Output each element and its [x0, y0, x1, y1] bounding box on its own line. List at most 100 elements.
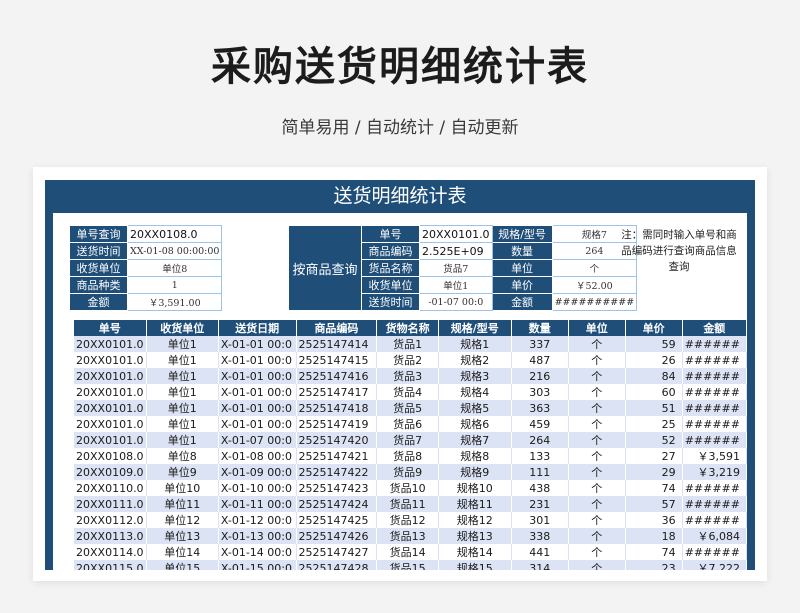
product-query-input[interactable]: 20XX0101.0	[419, 225, 493, 243]
table-cell[interactable]: 20XX0101.0	[74, 336, 147, 352]
column-header[interactable]: 送货日期	[218, 320, 297, 336]
table-cell[interactable]: 59	[625, 336, 683, 352]
order-number-input[interactable]: 20XX0108.0	[126, 225, 223, 243]
column-header[interactable]: 商品编码	[296, 320, 378, 336]
table-cell[interactable]: 231	[511, 496, 569, 512]
table-cell[interactable]: X-01-12 00:0	[218, 512, 297, 528]
table-cell[interactable]: 货品11	[376, 496, 439, 512]
table-cell[interactable]: 23	[625, 560, 683, 570]
table-cell[interactable]: ######	[682, 352, 748, 368]
table-cell[interactable]: 货品4	[376, 384, 439, 400]
table-row[interactable]: 20XX0101.0 单位1 X-01-07 00:0 2525147420 货品7 规格…	[74, 432, 748, 448]
table-cell[interactable]: X-01-09 00:0	[218, 464, 297, 480]
table-cell[interactable]: 单位14	[146, 544, 219, 560]
table-cell[interactable]: 133	[511, 448, 569, 464]
table-cell[interactable]: 20XX0101.0	[74, 416, 147, 432]
table-row[interactable]: 20XX0101.0 单位1 X-01-01 00:0 2525147419 货品6 规格…	[74, 416, 748, 432]
table-cell[interactable]: X-01-01 00:0	[218, 352, 297, 368]
table-cell[interactable]: ￥3,591	[682, 448, 748, 464]
table-cell[interactable]: 货品6	[376, 416, 439, 432]
table-cell[interactable]: X-01-11 00:0	[218, 496, 297, 512]
table-cell[interactable]: 货品8	[376, 448, 439, 464]
table-row[interactable]: 20XX0109.0 单位9 X-01-09 00:0 2525147422 货品9 规格…	[74, 464, 748, 480]
table-cell[interactable]: 规格11	[438, 496, 512, 512]
table-cell[interactable]: 74	[625, 480, 683, 496]
table-cell[interactable]: 个	[568, 368, 626, 384]
table-cell[interactable]: 27	[625, 448, 683, 464]
table-cell[interactable]: ######	[682, 384, 748, 400]
table-cell[interactable]: 363	[511, 400, 569, 416]
table-cell[interactable]: 货品15	[376, 560, 439, 570]
column-header[interactable]: 货物名称	[376, 320, 439, 336]
table-cell[interactable]: 个	[568, 560, 626, 570]
table-cell[interactable]: 301	[511, 512, 569, 528]
table-cell[interactable]: 20XX0109.0	[74, 464, 147, 480]
table-row[interactable]: 20XX0110.0 单位10 X-01-10 00:0 2525147423 货品10…	[74, 480, 748, 496]
table-cell[interactable]: 2525147415	[296, 352, 378, 368]
table-cell[interactable]: X-01-01 00:0	[218, 368, 297, 384]
table-cell[interactable]: 规格4	[438, 384, 512, 400]
table-cell[interactable]: 货品13	[376, 528, 439, 544]
table-cell[interactable]: 单位8	[146, 448, 219, 464]
table-cell[interactable]: 2525147414	[296, 336, 378, 352]
table-cell[interactable]: 规格7	[438, 432, 512, 448]
table-cell[interactable]: 20XX0114.0	[74, 544, 147, 560]
table-cell[interactable]: 单位1	[146, 384, 219, 400]
table-cell[interactable]: 20XX0101.0	[74, 432, 147, 448]
table-cell[interactable]: ######	[682, 512, 748, 528]
table-cell[interactable]: 20XX0101.0	[74, 400, 147, 416]
table-cell[interactable]: ######	[682, 544, 748, 560]
table-cell[interactable]: 单位1	[146, 416, 219, 432]
table-cell[interactable]: 2525147428	[296, 560, 378, 570]
table-cell[interactable]: 2525147423	[296, 480, 378, 496]
table-cell[interactable]: 规格6	[438, 416, 512, 432]
table-cell[interactable]: 个	[568, 384, 626, 400]
table-cell[interactable]: 单位1	[146, 352, 219, 368]
table-row[interactable]: 20XX0114.0 单位14 X-01-14 00:0 2525147427 货品14…	[74, 544, 748, 560]
table-cell[interactable]: X-01-01 00:0	[218, 400, 297, 416]
table-cell[interactable]: 18	[625, 528, 683, 544]
table-cell[interactable]: 52	[625, 432, 683, 448]
table-cell[interactable]: 26	[625, 352, 683, 368]
table-cell[interactable]: 74	[625, 544, 683, 560]
table-cell[interactable]: 个	[568, 416, 626, 432]
table-cell[interactable]: 规格5	[438, 400, 512, 416]
table-cell[interactable]: 规格14	[438, 544, 512, 560]
table-row[interactable]: 20XX0111.0 单位11 X-01-11 00:0 2525147424 货品11…	[74, 496, 748, 512]
table-cell[interactable]: 2525147419	[296, 416, 378, 432]
table-cell[interactable]: 2525147420	[296, 432, 378, 448]
table-cell[interactable]: ￥6,084	[682, 528, 748, 544]
table-cell[interactable]: 2525147424	[296, 496, 378, 512]
table-cell[interactable]: X-01-01 00:0	[218, 384, 297, 400]
table-cell[interactable]: 单位12	[146, 512, 219, 528]
table-cell[interactable]: 20XX0112.0	[74, 512, 147, 528]
column-header[interactable]: 单号	[74, 320, 147, 336]
table-cell[interactable]: 111	[511, 464, 569, 480]
table-cell[interactable]: 个	[568, 528, 626, 544]
table-cell[interactable]: 规格3	[438, 368, 512, 384]
table-cell[interactable]: ######	[682, 416, 748, 432]
table-cell[interactable]: 单位1	[146, 336, 219, 352]
table-cell[interactable]: 216	[511, 368, 569, 384]
table-cell[interactable]: 60	[625, 384, 683, 400]
table-cell[interactable]: ######	[682, 368, 748, 384]
table-cell[interactable]: 规格1	[438, 336, 512, 352]
table-cell[interactable]: 货品14	[376, 544, 439, 560]
table-cell[interactable]: 个	[568, 336, 626, 352]
table-cell[interactable]: X-01-15 00:0	[218, 560, 297, 570]
table-cell[interactable]: 20XX0113.0	[74, 528, 147, 544]
table-row[interactable]: 20XX0101.0 单位1 X-01-01 00:0 2525147415 货品2 规格…	[74, 352, 748, 368]
table-cell[interactable]: 个	[568, 512, 626, 528]
table-cell[interactable]: 2525147422	[296, 464, 378, 480]
table-cell[interactable]: 2525147426	[296, 528, 378, 544]
table-cell[interactable]: 货品12	[376, 512, 439, 528]
table-cell[interactable]: 货品2	[376, 352, 439, 368]
table-cell[interactable]: 487	[511, 352, 569, 368]
table-cell[interactable]: X-01-10 00:0	[218, 480, 297, 496]
table-cell[interactable]: 51	[625, 400, 683, 416]
table-cell[interactable]: 个	[568, 480, 626, 496]
table-cell[interactable]: 338	[511, 528, 569, 544]
table-cell[interactable]: 20XX0111.0	[74, 496, 147, 512]
table-cell[interactable]: 20XX0101.0	[74, 368, 147, 384]
table-cell[interactable]: 57	[625, 496, 683, 512]
